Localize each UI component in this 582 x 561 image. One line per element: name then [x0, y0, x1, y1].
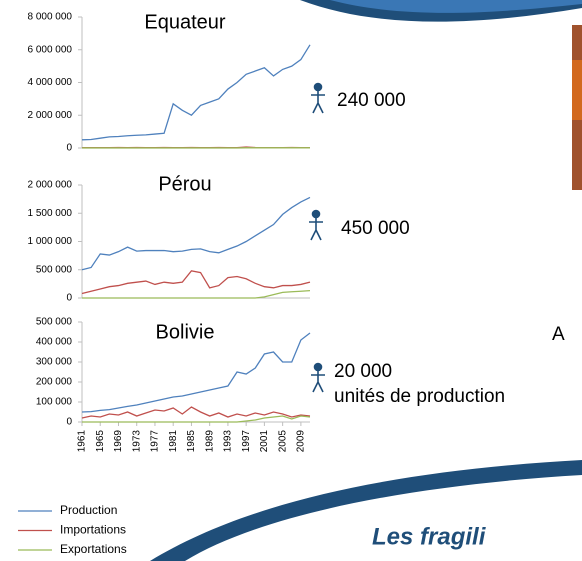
x-tick-label: 2001 — [259, 430, 270, 453]
cut-text: A — [552, 324, 565, 345]
figure-value: 20 000 — [334, 361, 392, 382]
series-line: Exportations — [82, 291, 310, 298]
slide: A Les fragili 240 000 450 000 20 000 uni… — [0, 0, 582, 561]
legend-label: Production — [60, 503, 117, 517]
x-tick-label: 1965 — [95, 430, 106, 453]
y-tick-label: 8 000 000 — [28, 12, 73, 23]
y-tick-label: 6 000 000 — [28, 44, 73, 55]
y-tick-label: 400 000 — [36, 337, 73, 348]
y-tick-label: 4 000 000 — [28, 77, 73, 88]
legend-label: Exportations — [60, 542, 127, 556]
y-tick-label: 100 000 — [36, 397, 73, 408]
x-tick-label: 2009 — [296, 430, 307, 453]
y-tick-label: 200 000 — [36, 377, 73, 388]
chart-title: Bolivie — [156, 321, 215, 343]
series-line: Production — [82, 197, 310, 269]
y-tick-label: 1 500 000 — [28, 208, 73, 219]
y-tick-label: 0 — [66, 417, 72, 428]
chart-title: Equateur — [144, 11, 226, 33]
series-line: Production — [82, 45, 310, 140]
y-tick-label: 0 — [66, 293, 72, 304]
x-tick-label: 1989 — [204, 430, 215, 453]
decor-swoosh — [150, 460, 582, 561]
person-icons — [309, 84, 325, 393]
unit-label: unités de production — [334, 386, 505, 407]
photo — [572, 60, 582, 120]
y-tick-label: 500 000 — [36, 264, 73, 275]
y-tick-label: 2 000 000 — [28, 180, 73, 191]
x-tick-label: 1961 — [77, 430, 88, 453]
x-tick-label: 1969 — [113, 430, 124, 453]
x-tick-label: 1977 — [150, 430, 161, 453]
chart-title: Pérou — [158, 173, 211, 195]
y-tick-label: 500 000 — [36, 317, 73, 328]
x-tick-label: 1985 — [186, 430, 197, 453]
x-tick-label: 1993 — [223, 430, 234, 453]
page: {"chart_data":[ {"type":"line","title":"… — [0, 0, 582, 561]
series-line: Importations — [82, 271, 310, 294]
y-tick-label: 2 000 000 — [28, 110, 73, 121]
x-tick-label: 1973 — [131, 430, 142, 453]
y-tick-label: 0 — [66, 143, 72, 154]
figure-value: 240 000 — [337, 90, 406, 111]
y-tick-label: 300 000 — [36, 357, 73, 368]
x-tick-label: 1997 — [241, 430, 252, 453]
x-tick-label: 1981 — [168, 430, 179, 453]
x-tick-label: 2005 — [277, 430, 288, 453]
series-line: Exportations — [82, 416, 310, 422]
figure-value: 450 000 — [341, 218, 410, 239]
y-tick-label: 1 000 000 — [28, 236, 73, 247]
legend-label: Importations — [60, 523, 126, 537]
banner: Les fragili — [372, 523, 487, 550]
